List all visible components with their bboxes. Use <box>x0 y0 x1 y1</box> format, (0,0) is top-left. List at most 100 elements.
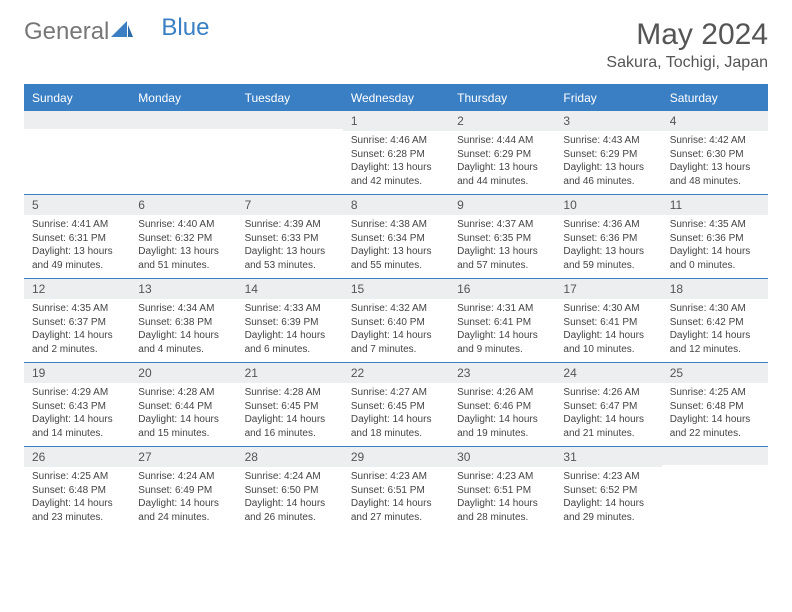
sunrise-line: Sunrise: 4:33 AM <box>245 302 335 316</box>
sunset-line: Sunset: 6:51 PM <box>351 484 441 498</box>
sunset-line: Sunset: 6:47 PM <box>563 400 653 414</box>
day-number: 19 <box>24 363 130 383</box>
daylight-line: Daylight: 13 hours and 59 minutes. <box>563 245 653 272</box>
calendar-day-cell: 20Sunrise: 4:28 AMSunset: 6:44 PMDayligh… <box>130 363 236 447</box>
day-data: Sunrise: 4:34 AMSunset: 6:38 PMDaylight:… <box>130 299 236 362</box>
calendar-day-cell: 9Sunrise: 4:37 AMSunset: 6:35 PMDaylight… <box>449 195 555 279</box>
day-number: 14 <box>237 279 343 299</box>
calendar-day-cell: 10Sunrise: 4:36 AMSunset: 6:36 PMDayligh… <box>555 195 661 279</box>
sunset-line: Sunset: 6:36 PM <box>563 232 653 246</box>
day-data: Sunrise: 4:27 AMSunset: 6:45 PMDaylight:… <box>343 383 449 446</box>
sunset-line: Sunset: 6:32 PM <box>138 232 228 246</box>
calendar-day-cell: 5Sunrise: 4:41 AMSunset: 6:31 PMDaylight… <box>24 195 130 279</box>
sunset-line: Sunset: 6:42 PM <box>670 316 760 330</box>
title-block: May 2024 Sakura, Tochigi, Japan <box>606 18 768 72</box>
daylight-line: Daylight: 14 hours and 26 minutes. <box>245 497 335 524</box>
day-number: 2 <box>449 111 555 131</box>
calendar-day-cell: 11Sunrise: 4:35 AMSunset: 6:36 PMDayligh… <box>662 195 768 279</box>
daylight-line: Daylight: 13 hours and 49 minutes. <box>32 245 122 272</box>
day-number: 29 <box>343 447 449 467</box>
day-data: Sunrise: 4:33 AMSunset: 6:39 PMDaylight:… <box>237 299 343 362</box>
day-data <box>130 129 236 185</box>
brand-part2: Blue <box>161 14 209 42</box>
sunrise-line: Sunrise: 4:23 AM <box>563 470 653 484</box>
sunset-line: Sunset: 6:49 PM <box>138 484 228 498</box>
day-data <box>237 129 343 185</box>
day-data: Sunrise: 4:29 AMSunset: 6:43 PMDaylight:… <box>24 383 130 446</box>
calendar-week-row: 26Sunrise: 4:25 AMSunset: 6:48 PMDayligh… <box>24 447 768 531</box>
weekday-header-row: SundayMondayTuesdayWednesdayThursdayFrid… <box>24 85 768 111</box>
day-number: 7 <box>237 195 343 215</box>
calendar-day-cell: 21Sunrise: 4:28 AMSunset: 6:45 PMDayligh… <box>237 363 343 447</box>
calendar-week-row: 1Sunrise: 4:46 AMSunset: 6:28 PMDaylight… <box>24 111 768 195</box>
day-number: 18 <box>662 279 768 299</box>
sunset-line: Sunset: 6:40 PM <box>351 316 441 330</box>
sunset-line: Sunset: 6:52 PM <box>563 484 653 498</box>
daylight-line: Daylight: 14 hours and 12 minutes. <box>670 329 760 356</box>
day-data: Sunrise: 4:41 AMSunset: 6:31 PMDaylight:… <box>24 215 130 278</box>
calendar-day-cell: 13Sunrise: 4:34 AMSunset: 6:38 PMDayligh… <box>130 279 236 363</box>
day-data: Sunrise: 4:39 AMSunset: 6:33 PMDaylight:… <box>237 215 343 278</box>
calendar-day-cell: 1Sunrise: 4:46 AMSunset: 6:28 PMDaylight… <box>343 111 449 195</box>
day-number: 27 <box>130 447 236 467</box>
day-number: 30 <box>449 447 555 467</box>
calendar-day-cell: 2Sunrise: 4:44 AMSunset: 6:29 PMDaylight… <box>449 111 555 195</box>
sunset-line: Sunset: 6:35 PM <box>457 232 547 246</box>
calendar-day-cell <box>130 111 236 195</box>
calendar-day-cell: 31Sunrise: 4:23 AMSunset: 6:52 PMDayligh… <box>555 447 661 531</box>
sunset-line: Sunset: 6:31 PM <box>32 232 122 246</box>
day-data: Sunrise: 4:43 AMSunset: 6:29 PMDaylight:… <box>555 131 661 194</box>
sunrise-line: Sunrise: 4:40 AM <box>138 218 228 232</box>
weekday-header: Friday <box>555 85 661 111</box>
calendar-day-cell: 26Sunrise: 4:25 AMSunset: 6:48 PMDayligh… <box>24 447 130 531</box>
day-data: Sunrise: 4:26 AMSunset: 6:46 PMDaylight:… <box>449 383 555 446</box>
sunrise-line: Sunrise: 4:46 AM <box>351 134 441 148</box>
day-data: Sunrise: 4:35 AMSunset: 6:36 PMDaylight:… <box>662 215 768 278</box>
day-number <box>237 111 343 129</box>
daylight-line: Daylight: 14 hours and 2 minutes. <box>32 329 122 356</box>
day-number: 10 <box>555 195 661 215</box>
daylight-line: Daylight: 14 hours and 23 minutes. <box>32 497 122 524</box>
day-number: 8 <box>343 195 449 215</box>
day-data: Sunrise: 4:35 AMSunset: 6:37 PMDaylight:… <box>24 299 130 362</box>
sunset-line: Sunset: 6:33 PM <box>245 232 335 246</box>
day-number: 6 <box>130 195 236 215</box>
brand-sail-icon <box>111 18 133 46</box>
calendar-day-cell: 29Sunrise: 4:23 AMSunset: 6:51 PMDayligh… <box>343 447 449 531</box>
calendar-day-cell: 27Sunrise: 4:24 AMSunset: 6:49 PMDayligh… <box>130 447 236 531</box>
day-number: 4 <box>662 111 768 131</box>
day-number: 5 <box>24 195 130 215</box>
day-number: 24 <box>555 363 661 383</box>
day-data: Sunrise: 4:24 AMSunset: 6:49 PMDaylight:… <box>130 467 236 530</box>
sunset-line: Sunset: 6:51 PM <box>457 484 547 498</box>
weekday-header: Saturday <box>662 85 768 111</box>
day-data: Sunrise: 4:25 AMSunset: 6:48 PMDaylight:… <box>662 383 768 446</box>
sunset-line: Sunset: 6:50 PM <box>245 484 335 498</box>
calendar-day-cell: 22Sunrise: 4:27 AMSunset: 6:45 PMDayligh… <box>343 363 449 447</box>
sunset-line: Sunset: 6:44 PM <box>138 400 228 414</box>
day-number: 17 <box>555 279 661 299</box>
day-data: Sunrise: 4:42 AMSunset: 6:30 PMDaylight:… <box>662 131 768 194</box>
calendar-table: SundayMondayTuesdayWednesdayThursdayFrid… <box>24 84 768 530</box>
day-data: Sunrise: 4:32 AMSunset: 6:40 PMDaylight:… <box>343 299 449 362</box>
sunrise-line: Sunrise: 4:24 AM <box>138 470 228 484</box>
weekday-header: Thursday <box>449 85 555 111</box>
calendar-day-cell: 14Sunrise: 4:33 AMSunset: 6:39 PMDayligh… <box>237 279 343 363</box>
sunrise-line: Sunrise: 4:23 AM <box>351 470 441 484</box>
weekday-header: Tuesday <box>237 85 343 111</box>
day-number: 23 <box>449 363 555 383</box>
daylight-line: Daylight: 14 hours and 29 minutes. <box>563 497 653 524</box>
day-number: 25 <box>662 363 768 383</box>
daylight-line: Daylight: 13 hours and 42 minutes. <box>351 161 441 188</box>
daylight-line: Daylight: 14 hours and 9 minutes. <box>457 329 547 356</box>
sunrise-line: Sunrise: 4:26 AM <box>457 386 547 400</box>
sunrise-line: Sunrise: 4:28 AM <box>245 386 335 400</box>
day-number: 3 <box>555 111 661 131</box>
daylight-line: Daylight: 13 hours and 53 minutes. <box>245 245 335 272</box>
sunrise-line: Sunrise: 4:24 AM <box>245 470 335 484</box>
page-title: May 2024 <box>606 18 768 52</box>
sunrise-line: Sunrise: 4:43 AM <box>563 134 653 148</box>
sunrise-line: Sunrise: 4:31 AM <box>457 302 547 316</box>
calendar-day-cell: 25Sunrise: 4:25 AMSunset: 6:48 PMDayligh… <box>662 363 768 447</box>
sunrise-line: Sunrise: 4:35 AM <box>670 218 760 232</box>
